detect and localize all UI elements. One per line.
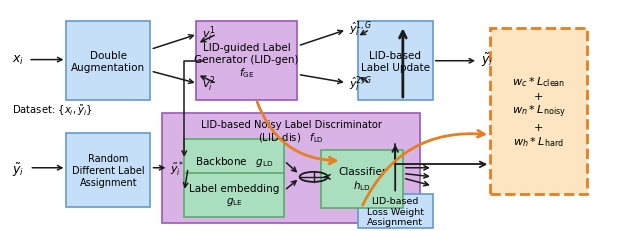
Text: LID-based Noisy Label Discriminator
(LID-dis)   $f_{\mathrm{LD}}$: LID-based Noisy Label Discriminator (LID…	[201, 119, 382, 145]
Bar	[358, 22, 433, 100]
Bar	[163, 113, 420, 223]
Text: $\tilde{y}_i$: $\tilde{y}_i$	[12, 161, 24, 178]
Text: Dataset: $\{x_i, \tilde{y}_i\}$: Dataset: $\{x_i, \tilde{y}_i\}$	[12, 103, 92, 118]
Text: $v_i^2$: $v_i^2$	[202, 74, 215, 94]
Text: Backbone   $g_{\mathrm{LD}}$: Backbone $g_{\mathrm{LD}}$	[195, 154, 273, 168]
Text: $\hat{y}_i^{2,G}$: $\hat{y}_i^{2,G}$	[349, 73, 373, 93]
Text: $x_i$: $x_i$	[12, 54, 24, 67]
Text: LID-guided Label
Generator (LID-gen)
$f_{\mathrm{GE}}$: LID-guided Label Generator (LID-gen) $f_…	[195, 43, 299, 80]
Text: LID-based
Loss Weight
Assignment: LID-based Loss Weight Assignment	[367, 196, 424, 226]
Text: Classifier
$h_{\mathrm{LD}}$: Classifier $h_{\mathrm{LD}}$	[338, 167, 386, 192]
Bar	[321, 150, 403, 208]
Text: $\hat{y}_i^{1,G}$: $\hat{y}_i^{1,G}$	[349, 19, 373, 39]
Bar	[67, 22, 150, 100]
Bar	[67, 134, 150, 207]
Text: Label embedding
$g_{\mathrm{LE}}$: Label embedding $g_{\mathrm{LE}}$	[189, 183, 279, 207]
Text: $\tilde{y}_i$: $\tilde{y}_i$	[481, 52, 493, 69]
Text: LID-based
Label Update: LID-based Label Update	[361, 51, 429, 72]
Text: Double
Augmentation: Double Augmentation	[72, 51, 145, 72]
Bar	[184, 173, 284, 217]
Text: Random
Different Label
Assignment: Random Different Label Assignment	[72, 154, 145, 187]
Bar	[196, 22, 297, 100]
Text: $v_i^1$: $v_i^1$	[202, 24, 216, 44]
Bar	[184, 139, 284, 183]
Text: $w_c * L_{\mathrm{clean}}$
$+$
$w_n * L_{\mathrm{noisy}}$
$+$
$w_h * L_{\mathrm{: $w_c * L_{\mathrm{clean}}$ $+$ $w_n * L_…	[511, 75, 566, 148]
Bar	[358, 194, 433, 228]
Text: $\tilde{y}_i^*$: $\tilde{y}_i^*$	[170, 158, 184, 178]
Bar	[490, 29, 587, 194]
